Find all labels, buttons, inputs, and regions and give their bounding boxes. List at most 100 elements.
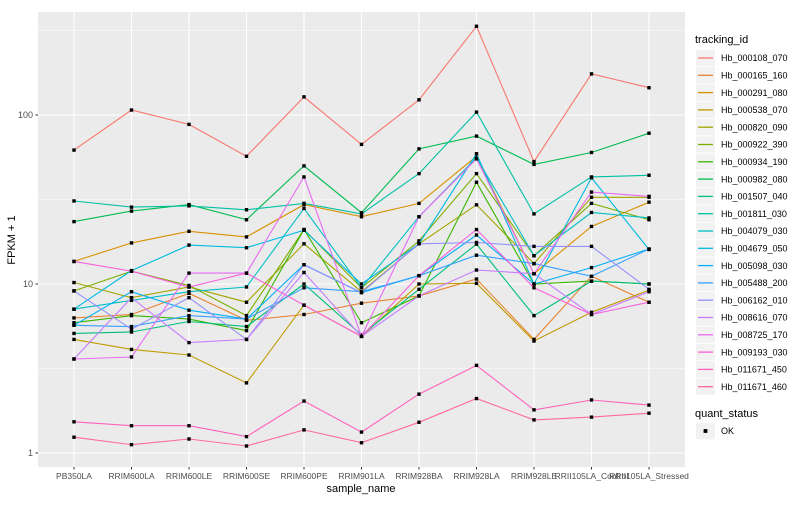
legend-entry-label: Hb_009193_030	[721, 347, 788, 357]
legend-entry-label: Hb_000934_190	[721, 157, 788, 167]
data-point	[359, 430, 364, 434]
data-point	[129, 327, 134, 331]
data-point	[589, 274, 594, 279]
data-point	[647, 287, 651, 292]
data-point	[474, 171, 479, 176]
data-point	[244, 208, 249, 212]
data-point	[244, 300, 249, 304]
data-point	[244, 317, 249, 321]
data-point	[244, 271, 249, 275]
legend: Hb_000108_070 Hb_000165_160 Hb_000291_080 H…	[696, 49, 788, 440]
data-point	[302, 286, 306, 290]
legend-entry-label: Hb_011671_450	[721, 365, 787, 375]
data-point	[72, 357, 76, 361]
data-point	[302, 242, 306, 246]
data-point	[359, 301, 364, 305]
legend-entry-label: Hb_000538_070	[721, 105, 788, 115]
data-point	[72, 331, 76, 336]
data-point	[302, 399, 306, 403]
legend-entry-label: Hb_008725_170	[721, 330, 788, 340]
data-point	[187, 313, 191, 318]
data-point	[647, 216, 651, 220]
x-tick-label: RRII105LA_Control	[555, 471, 629, 481]
data-point	[474, 134, 479, 138]
data-point	[474, 253, 479, 257]
data-point	[129, 355, 134, 359]
legend-title-quant-status: quant_status	[695, 408, 758, 420]
data-point	[187, 290, 191, 294]
data-point	[417, 147, 421, 151]
data-point	[302, 428, 306, 432]
data-point	[417, 273, 421, 278]
data-point	[474, 203, 479, 207]
data-point	[474, 152, 479, 156]
data-point	[589, 312, 594, 317]
data-point	[72, 316, 76, 320]
data-point	[359, 142, 364, 147]
data-point	[244, 444, 249, 448]
data-point	[244, 381, 249, 385]
data-point	[359, 321, 364, 325]
data-point	[474, 227, 479, 232]
data-point	[647, 200, 651, 204]
data-point	[244, 235, 249, 239]
data-point	[129, 298, 134, 303]
data-point	[417, 420, 421, 424]
axis-layer: 1 10 100 PB350LA RRIM600LA RRIM600LE RRIM600SE…	[18, 110, 689, 481]
data-point	[72, 435, 76, 439]
data-point	[187, 285, 191, 289]
data-point	[187, 340, 191, 345]
legend-entry-label: Hb_000291_080	[721, 88, 788, 98]
data-point	[474, 233, 479, 237]
legend-entry-label: Hb_005488_200	[721, 278, 788, 288]
data-point	[647, 194, 651, 199]
data-point	[129, 205, 134, 209]
data-point	[647, 173, 651, 177]
data-point	[244, 218, 249, 222]
data-point	[244, 434, 249, 439]
data-point	[187, 122, 191, 127]
legend-entry-label: Hb_000165_160	[721, 71, 788, 81]
data-point	[302, 95, 306, 99]
x-tick-label: RRII105LA_Stressed	[609, 471, 689, 481]
data-point	[244, 245, 249, 250]
data-point	[129, 241, 134, 245]
legend-entry-label: Hb_005098_030	[721, 261, 788, 271]
data-point	[589, 310, 594, 315]
data-point	[359, 441, 364, 445]
data-point	[187, 243, 191, 247]
data-point	[187, 271, 191, 275]
data-point	[647, 290, 651, 294]
data-point	[187, 319, 191, 324]
data-point	[417, 171, 421, 176]
data-point	[589, 279, 594, 283]
data-point	[474, 268, 479, 272]
data-point	[532, 272, 536, 276]
legend-entry-label: Hb_011671_460	[721, 382, 787, 392]
data-point	[532, 159, 536, 164]
data-point	[532, 408, 536, 412]
data-point	[589, 195, 594, 199]
data-point	[589, 201, 594, 206]
data-point	[129, 442, 134, 447]
data-point	[187, 353, 191, 357]
data-point	[72, 259, 76, 264]
x-tick-label: RRIM928LE	[511, 471, 558, 481]
x-tick-label: RRIM928LA	[453, 471, 500, 481]
data-point	[244, 313, 249, 318]
data-point	[532, 244, 536, 249]
data-point	[474, 24, 479, 28]
legend-entry-label: Hb_000820_090	[721, 122, 788, 132]
data-point	[647, 131, 651, 135]
legend-entry-label: Hb_001811_030	[721, 209, 787, 219]
data-point	[129, 209, 134, 213]
data-point	[532, 254, 536, 258]
legend-entry-label: Hb_000922_390	[721, 140, 788, 150]
data-point	[187, 424, 191, 428]
data-point	[187, 437, 191, 441]
data-point	[589, 72, 594, 76]
data-point	[302, 201, 306, 206]
data-point	[187, 295, 191, 300]
legend-entry-label: Hb_000108_070	[721, 53, 788, 63]
